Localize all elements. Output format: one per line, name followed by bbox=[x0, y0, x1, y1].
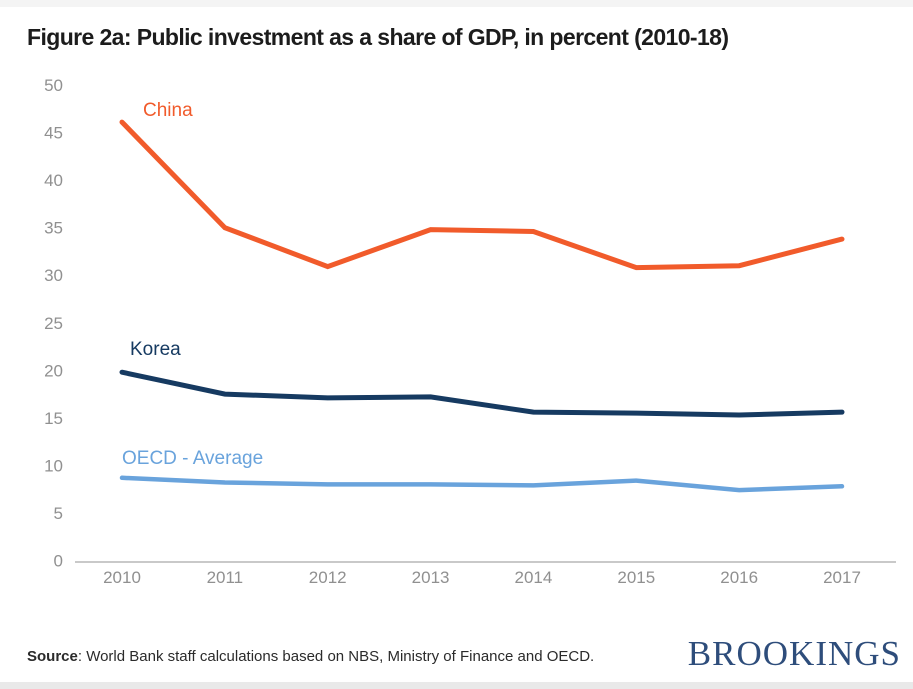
x-tick-label: 2012 bbox=[309, 568, 347, 587]
x-tick-label: 2016 bbox=[720, 568, 758, 587]
y-tick-label: 40 bbox=[44, 171, 63, 190]
line-chart: 0 5 10 15 20 25 30 35 40 45 50 2010 2011 2012 2013 2014… bbox=[44, 76, 896, 587]
y-tick-label: 35 bbox=[44, 219, 63, 238]
y-tick-label: 10 bbox=[44, 456, 63, 475]
series-line-korea bbox=[119, 369, 845, 418]
window-top-strip bbox=[0, 0, 913, 7]
source-text: : World Bank staff calculations based on… bbox=[77, 648, 595, 665]
x-tick-label: 2014 bbox=[515, 568, 553, 587]
x-tick-label: 2017 bbox=[823, 568, 861, 587]
series-label-korea: Korea bbox=[130, 339, 181, 360]
y-tick-label: 50 bbox=[44, 76, 63, 95]
x-tick-label: 2010 bbox=[103, 568, 141, 587]
source-label: Source bbox=[27, 648, 78, 665]
y-tick-label: 25 bbox=[44, 314, 63, 333]
source-note: Source: World Bank staff calculations ba… bbox=[27, 648, 594, 665]
figure-title: Figure 2a: Public investment as a share … bbox=[27, 24, 729, 50]
y-tick-label: 0 bbox=[54, 552, 63, 571]
x-tick-label: 2015 bbox=[617, 568, 655, 587]
series-line-china bbox=[119, 119, 845, 271]
y-tick-label: 30 bbox=[44, 266, 63, 285]
series-line-oecd bbox=[119, 475, 845, 493]
x-tick-label: 2013 bbox=[412, 568, 450, 587]
brookings-logo: BROOKINGS bbox=[687, 634, 901, 673]
y-tick-label: 45 bbox=[44, 124, 63, 143]
x-tick-label: 2011 bbox=[207, 568, 244, 587]
y-tick-label: 5 bbox=[54, 504, 63, 523]
series-label-oecd: OECD - Average bbox=[122, 448, 263, 469]
y-tick-label: 15 bbox=[44, 409, 63, 428]
series-label-china: China bbox=[143, 100, 193, 121]
y-tick-label: 20 bbox=[44, 361, 63, 380]
window-bottom-strip bbox=[0, 682, 913, 689]
